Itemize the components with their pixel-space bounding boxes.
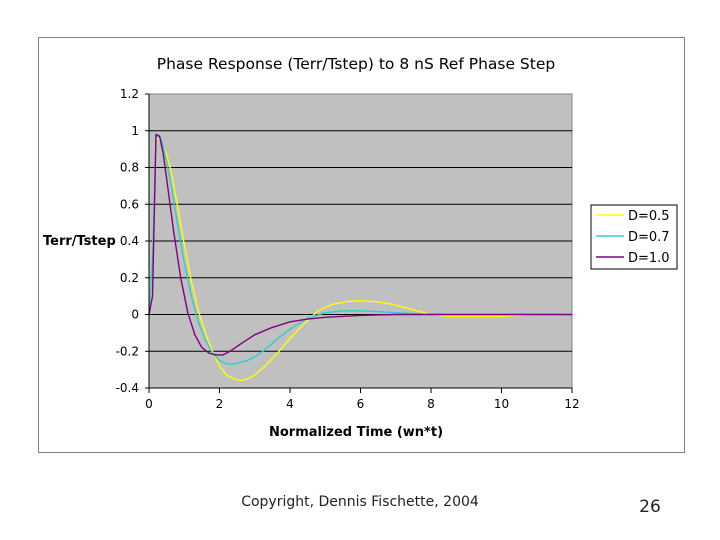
y-tick-label: -0.4 xyxy=(116,381,139,395)
page-number: 26 xyxy=(639,497,661,517)
y-tick-label: -0.2 xyxy=(116,344,139,358)
x-tick-label: 6 xyxy=(357,397,365,411)
chart-svg: Phase Response (Terr/Tstep) to 8 nS Ref … xyxy=(43,55,678,440)
chart-frame: Phase Response (Terr/Tstep) to 8 nS Ref … xyxy=(38,37,685,453)
legend: D=0.5 D=0.7 D=1.0 xyxy=(590,204,678,270)
y-tick-label: 0.4 xyxy=(120,234,139,248)
x-tick-label: 12 xyxy=(564,397,579,411)
series-line-3 xyxy=(148,133,572,356)
y-axis-label: Terr/Tstep xyxy=(43,234,116,249)
legend-label-2: D=0.7 xyxy=(628,230,670,245)
legend-label-1: D=0.5 xyxy=(628,209,670,224)
y-tick-label: 0.2 xyxy=(120,271,139,285)
x-axis-label: Normalized Time (wn*t) xyxy=(269,425,443,440)
x-tick-label: 2 xyxy=(216,397,224,411)
x-tick-label: 0 xyxy=(145,397,153,411)
chart-title: Phase Response (Terr/Tstep) to 8 nS Ref … xyxy=(157,55,555,73)
legend-label-3: D=1.0 xyxy=(628,251,670,266)
footer-copyright: Copyright, Dennis Fischette, 2004 xyxy=(241,494,479,510)
y-tick-label: 0.8 xyxy=(120,161,139,175)
x-tick-label: 10 xyxy=(494,397,509,411)
series-layer xyxy=(148,133,572,382)
legend-items: D=0.5 D=0.7 D=1.0 xyxy=(596,209,670,266)
y-tick-label: 0 xyxy=(131,308,139,322)
x-tick-label: 4 xyxy=(286,397,294,411)
axis-layer: -0.4 -0.2 0 0.2 0.4 0.6 0.8 1 1.2 0 2 4 6 8 10 12 xyxy=(116,87,580,411)
x-tick-label: 8 xyxy=(427,397,435,411)
series-line-2 xyxy=(148,135,572,365)
y-tick-label: 0.6 xyxy=(120,197,139,211)
y-tick-label: 1.2 xyxy=(120,87,139,101)
y-tick-label: 1 xyxy=(131,124,139,138)
